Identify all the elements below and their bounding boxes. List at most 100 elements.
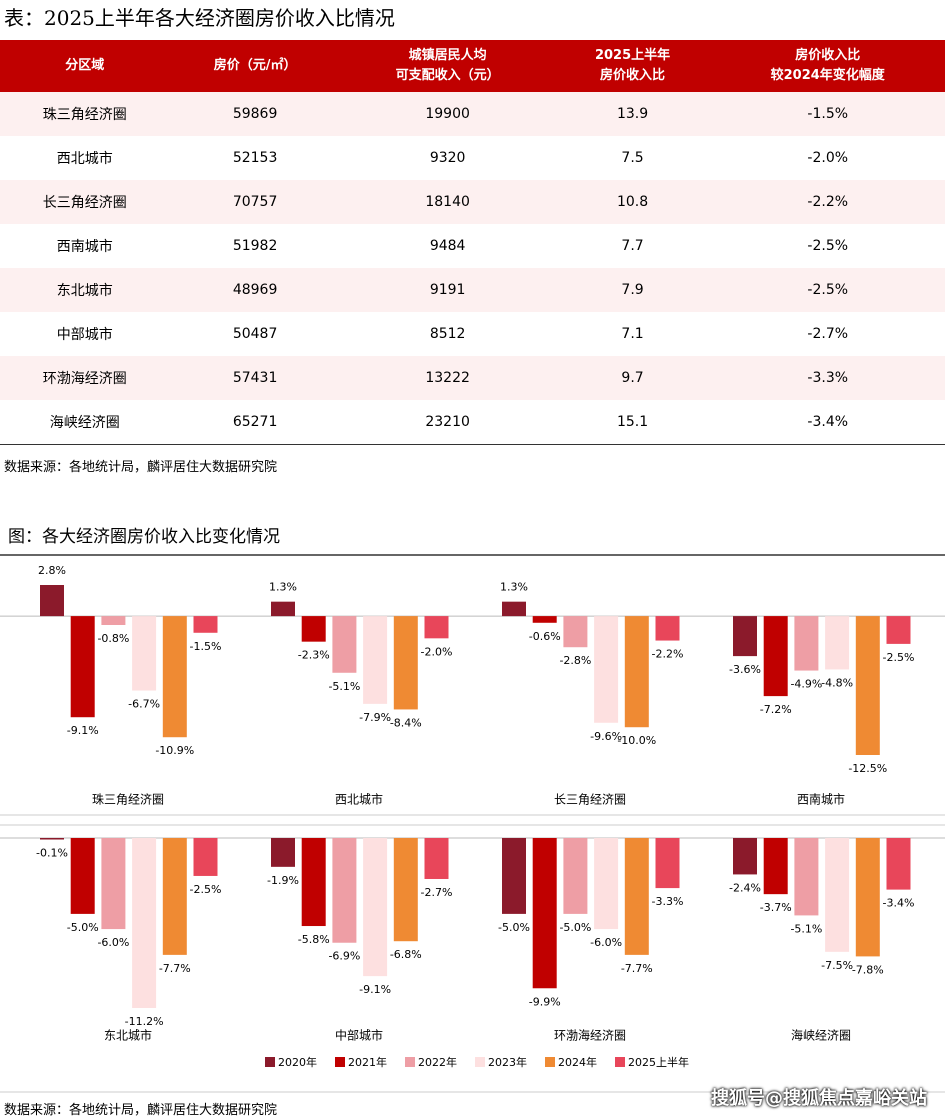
bar [363, 838, 388, 977]
table-cell: 中部城市 [56, 327, 113, 343]
bar [886, 838, 911, 890]
data-label: -2.7% [421, 886, 453, 899]
table-cell: 70757 [169, 180, 341, 224]
table-cell: 东北城市 [0, 268, 170, 312]
bar [594, 616, 619, 723]
data-label: -0.1% [36, 847, 68, 860]
bar [886, 616, 911, 644]
data-label: -4.9% [790, 678, 822, 691]
data-label: -2.0% [421, 645, 453, 658]
bar [70, 838, 95, 914]
data-label: -7.2% [760, 703, 792, 716]
data-label: -7.9% [359, 711, 391, 724]
x-tick-label: 海峡经济圈 [791, 1028, 851, 1043]
bar [794, 838, 819, 916]
watermark: 搜狐号@搜狐焦点嘉峪关站 [711, 1088, 927, 1109]
table-cell: 7.9 [554, 268, 711, 312]
bar [271, 601, 295, 617]
bar [763, 838, 788, 895]
table: 分区域 房价（元/㎡） 城镇居民人均 可支配收入（元） 2025上半年 房价收入比 房价… [0, 40, 945, 445]
table-row: 珠三角经济圈 59869 19900 13.9 -1.5% [0, 92, 945, 136]
header-cell: 分区域 [0, 40, 170, 92]
bar [40, 585, 64, 617]
bar [855, 838, 880, 957]
header-cell: 2025上半年 房价收入比 [554, 40, 711, 92]
table-cell: 珠三角经济圈 [0, 92, 170, 136]
bar [363, 616, 388, 704]
table-cell: 环渤海经济圈 [0, 356, 170, 400]
table-cell: -1.5% [710, 92, 945, 136]
table-cell: 长三角经济圈 [0, 180, 170, 224]
data-label: -10.9% [155, 744, 194, 757]
table-cell: 7.1 [621, 326, 644, 342]
x-tick-label: 中部城市 [335, 1028, 383, 1043]
table-cell: 65271 [169, 400, 341, 445]
legend-label: 2024年 [558, 1055, 597, 1069]
table-cell: 9.7 [554, 356, 711, 400]
bar [563, 838, 588, 914]
data-label: -9.1% [359, 983, 391, 996]
data-label: -5.1% [790, 922, 822, 935]
table-cell: 7.7 [621, 238, 644, 254]
table-cell: -2.7% [807, 326, 849, 342]
data-label: -2.4% [729, 881, 761, 894]
legend-swatch [475, 1057, 485, 1067]
table-row: 长三角经济圈 70757 18140 10.8 -2.2% [0, 180, 945, 224]
data-label: -8.4% [390, 716, 422, 729]
table-row: 中部城市 50487 8512 7.1 -2.7% [0, 312, 945, 356]
data-label: -2.5% [190, 883, 222, 896]
legend-label: 2021年 [348, 1055, 387, 1069]
bar [424, 838, 449, 879]
data-label: -9.6% [590, 730, 622, 743]
x-tick-label: 环渤海经济圈 [554, 1028, 626, 1043]
table-cell: 9191 [340, 268, 555, 312]
bar [563, 616, 588, 648]
table-cell: 15.1 [554, 400, 711, 445]
legend-swatch [615, 1057, 625, 1067]
data-label: -6.0% [590, 936, 622, 949]
bar [763, 616, 788, 697]
table-row: 海峡经济圈 65271 23210 15.1 -3.4% [0, 400, 945, 445]
bar [794, 616, 819, 671]
legend-label: 2022年 [418, 1055, 457, 1069]
data-label: -5.1% [328, 680, 360, 693]
table-cell: 50487 [232, 326, 278, 342]
table-cell: 7.5 [621, 150, 644, 166]
header-cell: 城镇居民人均 可支配收入（元） [340, 40, 555, 92]
data-label: -4.8% [821, 676, 853, 689]
table-cell: 10.8 [554, 180, 711, 224]
bar [825, 838, 850, 952]
table-cell: -2.2% [710, 180, 945, 224]
bar [502, 838, 526, 914]
data-label: -3.7% [760, 901, 792, 914]
legend-label: 2020年 [278, 1055, 317, 1069]
table-cell: 西北城市 [56, 151, 113, 167]
data-label: -0.6% [529, 630, 561, 643]
data-label: -6.7% [128, 698, 160, 711]
bar [70, 616, 95, 718]
data-label: -5.0% [498, 921, 530, 934]
bar [855, 616, 880, 755]
table-row: 西北城市 52153 9320 7.5 -2.0% [0, 136, 945, 180]
bar [393, 616, 418, 710]
x-tick-label: 珠三角经济圈 [92, 792, 164, 807]
bar [393, 838, 418, 942]
table-cell: -2.5% [807, 238, 849, 254]
data-label: -1.9% [267, 874, 299, 887]
table-cell: 23210 [340, 400, 555, 445]
data-label: 2.8% [38, 564, 66, 577]
data-label: -0.8% [97, 632, 129, 645]
data-label: -5.8% [298, 933, 330, 946]
table-source: 数据来源：各地统计局，麟评居住大数据研究院 [4, 460, 278, 475]
table-row: 环渤海经济圈 57431 13222 9.7 -3.3% [0, 356, 945, 400]
table-row: 西南城市 51982 9484 7.7 -2.5% [0, 224, 945, 268]
bar [101, 838, 126, 930]
data-label: -7.8% [852, 963, 884, 976]
bar [532, 838, 557, 989]
data-label: -2.2% [652, 648, 684, 661]
x-tick-label: 西北城市 [335, 792, 383, 807]
data-label: -6.8% [390, 948, 422, 961]
bar [532, 616, 557, 623]
table-cell: 51982 [232, 238, 278, 254]
